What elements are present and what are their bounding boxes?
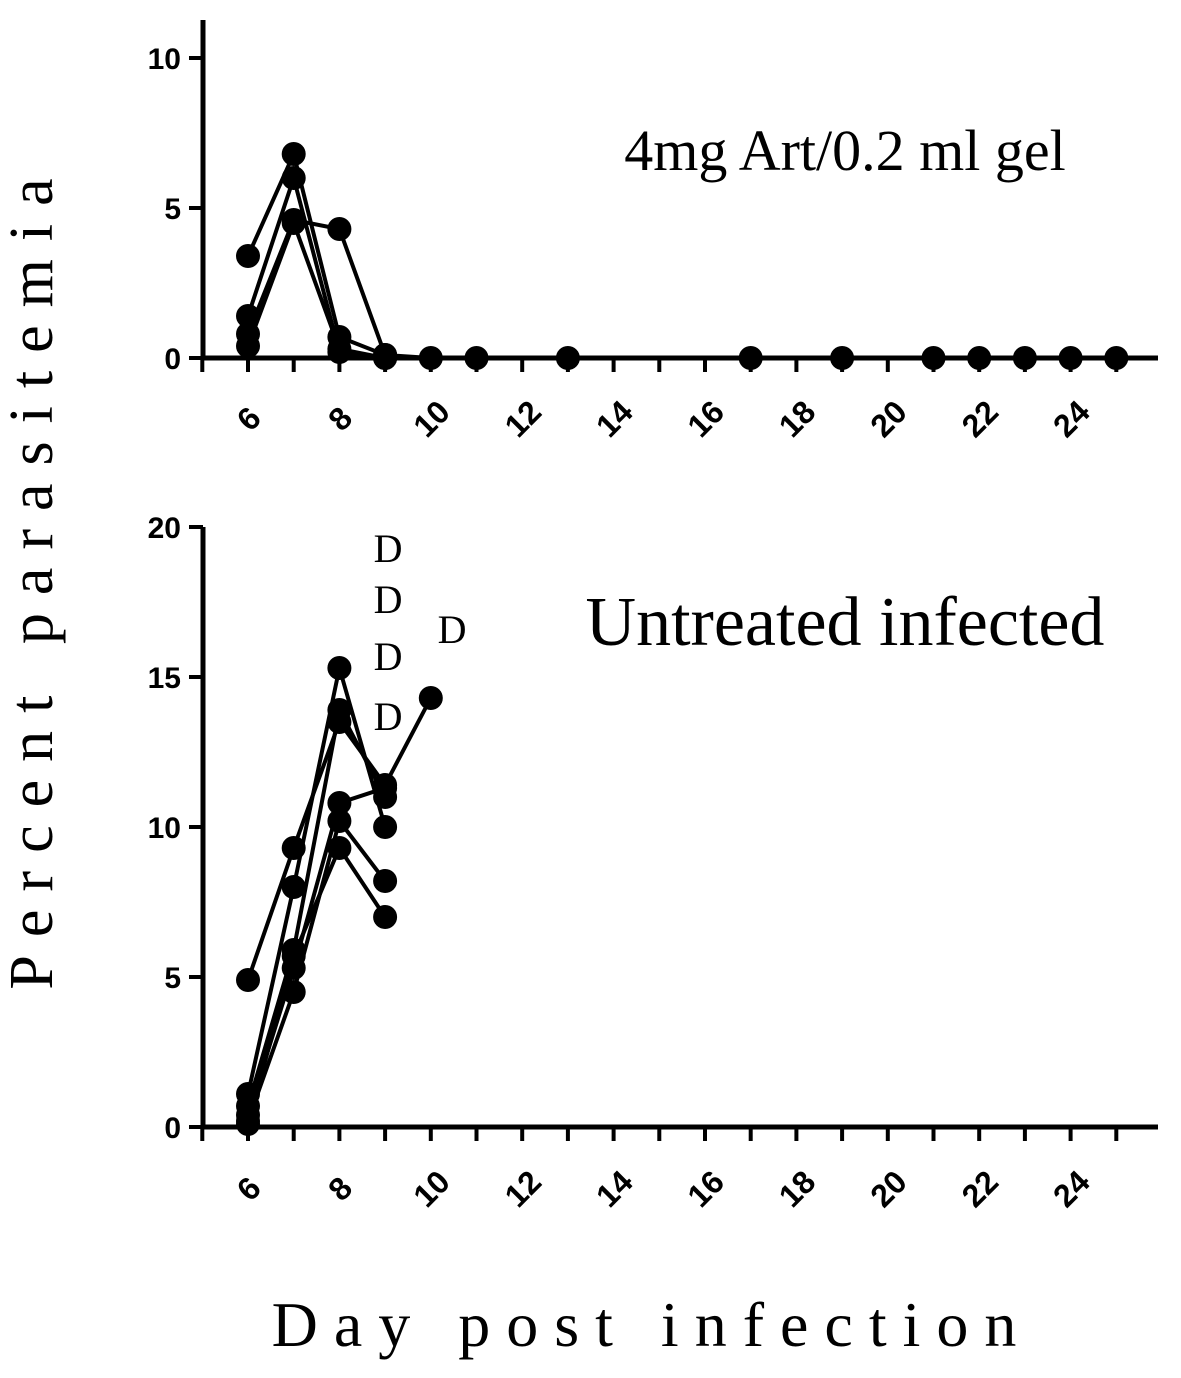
x-tick-label: 18 [772,1163,823,1214]
x-tick-label: 6 [230,400,268,438]
data-point [236,244,260,268]
y-tick-label: 0 [164,343,181,376]
panel-annotation: Untreated infected [586,584,1105,661]
panel-annotation: 4mg Art/0.2 ml gel [624,118,1065,183]
data-point [555,346,580,370]
data-point [921,346,946,370]
data-point [281,211,306,235]
y-tick-label: 10 [148,43,181,76]
data-point [327,656,352,680]
data-point [281,875,306,899]
x-tick-label: 16 [680,1163,731,1214]
x-tick-label: 8 [321,1170,359,1208]
y-tick-label: 15 [148,662,181,695]
series-line [246,217,387,356]
x-tick-label: 18 [772,393,823,444]
data-point [373,815,398,839]
death-marker: D [438,607,467,652]
x-tick-label: 14 [589,1163,640,1214]
data-point [327,698,352,722]
data-point [373,346,398,370]
data-point [464,346,489,370]
x-axis-label: Day post infection [272,1289,1033,1360]
x-tick-label: 10 [406,393,457,444]
death-marker: D [374,634,403,679]
series-line [246,147,1117,360]
x-tick-label: 24 [1046,1163,1097,1214]
series-line [246,843,387,1125]
panel-bottom: 0 5 10 15 20 6 8 10 12 14 16 18 20 22 24 Untreated infe… [148,512,1158,1214]
data-point [1104,346,1129,370]
data-point [830,346,855,370]
data-point [327,791,352,815]
x-tick-label: 10 [406,1163,457,1214]
data-point [418,346,443,370]
data-point [281,980,306,1004]
data-point [1012,346,1037,370]
x-tick-label: 22 [955,393,1006,444]
series-line [246,703,387,1107]
x-tick-label: 20 [863,393,914,444]
data-point [327,337,352,361]
data-point [967,346,992,370]
data-point [373,869,398,893]
x-tick-label: 16 [680,393,731,444]
data-point [373,776,398,800]
y-tick-label: 10 [148,812,181,845]
x-tick-label: 20 [863,1163,914,1214]
data-point [373,905,398,929]
data-point [327,217,352,241]
series-line [246,170,386,360]
death-marker: D [374,526,403,571]
x-tick-label: 6 [230,1170,268,1208]
data-point [236,334,260,358]
series-line [246,816,387,1122]
data-point [327,809,352,833]
data-point [236,968,260,992]
y-tick-label: 0 [164,1112,181,1145]
y-tick-label: 20 [148,512,181,545]
data-point [327,836,352,860]
data-point [281,142,306,166]
x-tick-label: 24 [1046,393,1097,444]
x-tick-label: 12 [498,393,549,444]
death-marker: D [374,577,403,622]
x-tick-label: 12 [498,1163,549,1214]
data-point [418,686,443,710]
data-point [738,346,763,370]
data-point [281,166,306,190]
y-tick-label: 5 [164,962,181,995]
y-tick-label: 5 [164,193,181,226]
data-point [281,944,306,968]
death-marker: D [374,694,403,739]
x-tick-label: 22 [955,1163,1006,1214]
series-line [246,667,388,1095]
y-axis-label: Percent parasitemia [0,160,66,989]
x-tick-label: 8 [321,400,359,438]
data-point [236,1112,260,1136]
series-line [246,217,386,360]
panel-top: 0 5 10 6 8 10 12 14 16 18 20 22 24 4mg Art/0.2 ml gel [148,20,1158,444]
data-point [1058,346,1083,370]
x-tick-label: 14 [589,393,640,444]
